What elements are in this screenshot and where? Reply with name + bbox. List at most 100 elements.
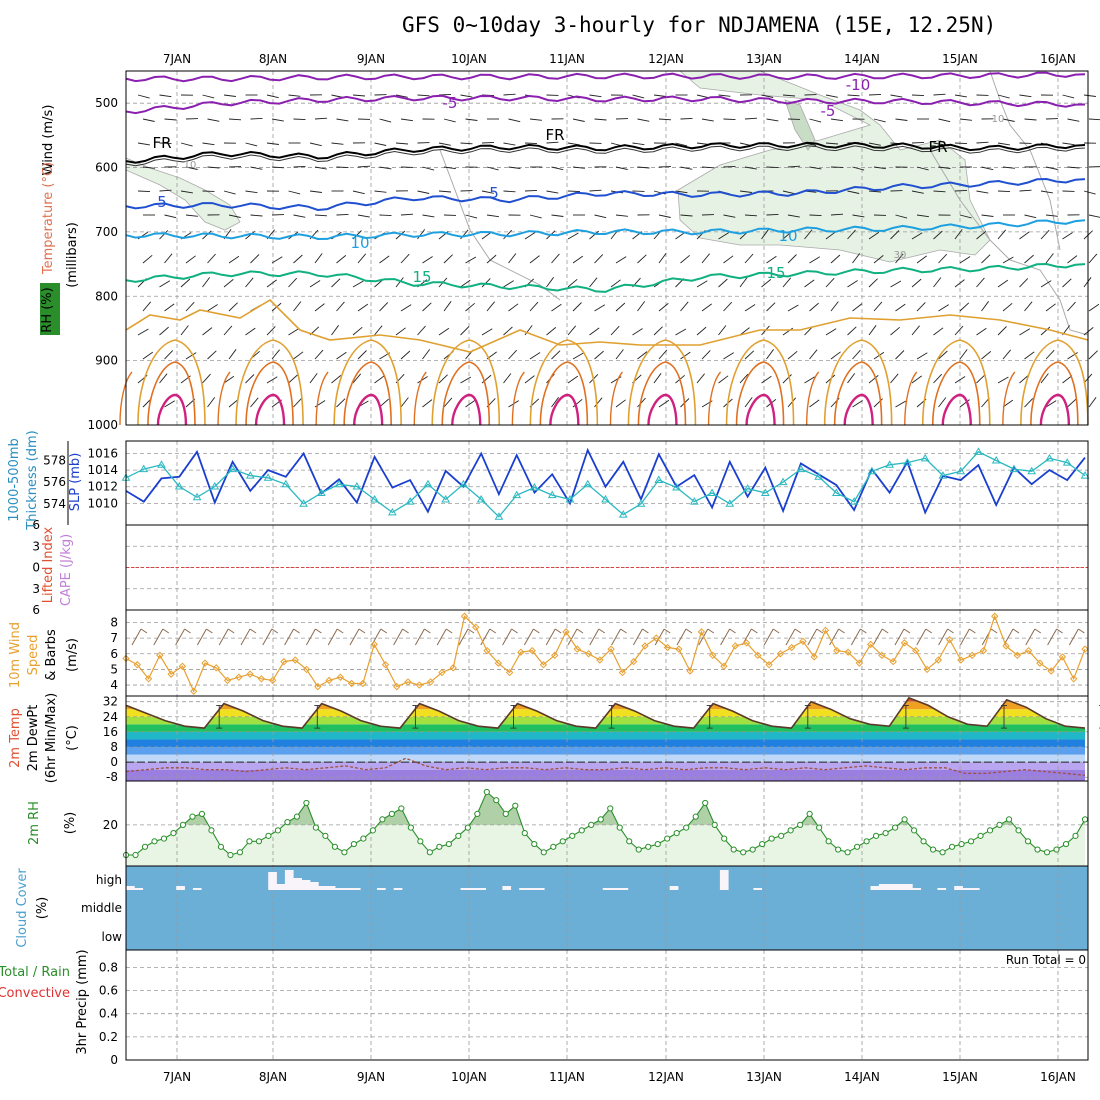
thickness-point: [352, 481, 362, 490]
surface-wind-barb: [293, 628, 300, 634]
wind-barb: [895, 400, 907, 408]
thickness-point: [725, 499, 735, 507]
wind-speed-point: [1047, 667, 1055, 675]
wind-barb: [1019, 231, 1030, 240]
wind-barb: [228, 118, 242, 121]
wind-barb: [1067, 301, 1076, 312]
isotherm-line: [125, 94, 1086, 115]
wind-barb: [567, 325, 577, 336]
wind-barb: [718, 375, 729, 384]
wind-barb: [529, 255, 540, 264]
wind-barb: [142, 351, 154, 360]
isotherm-loop: [235, 339, 304, 426]
li-tick-label: 6: [32, 603, 40, 617]
wind-barb: [314, 303, 325, 312]
rh2m-point: [521, 829, 528, 837]
wind-barb: [503, 142, 516, 146]
cloud-high-bar: [527, 888, 537, 890]
wind-barb: [997, 229, 1007, 240]
wind-barb: [546, 190, 559, 194]
surface-wind-barb: [511, 628, 518, 634]
thickness-point: [476, 494, 486, 503]
rh2m-point: [312, 824, 320, 831]
wind-barb: [250, 214, 263, 217]
rh2m-point: [407, 824, 414, 831]
wind-speed-point: [1002, 642, 1010, 650]
wind-barb: [890, 230, 900, 240]
isotherm-loop: [119, 371, 133, 426]
wind-speed-point: [404, 678, 412, 686]
thickness-point: [814, 472, 823, 480]
surface-wind-barb: [349, 628, 360, 646]
surface-wind-barb: [184, 628, 191, 634]
rh2m-point: [910, 827, 918, 834]
cloud-cover-label: Cloud Cover: [15, 868, 30, 948]
wind-barb: [933, 373, 943, 384]
wind-barb: [868, 325, 877, 336]
wind-speed-point: [460, 612, 469, 620]
wind-barb: [1019, 94, 1032, 98]
wind-barb: [438, 190, 452, 193]
wind-barb: [465, 302, 475, 312]
rh2m-point: [597, 816, 604, 823]
precip-axis-label: 3hr Precip (mm): [75, 949, 90, 1054]
surface-wind-barb: [271, 628, 279, 634]
date-label-top: 16JAN: [1040, 52, 1076, 66]
convective-label: Convective: [0, 986, 70, 1001]
wind-barb: [1019, 189, 1032, 192]
rh2m-point: [891, 824, 899, 831]
contour-label: 10: [778, 227, 797, 245]
wind-barb: [288, 374, 298, 384]
temp-tick-label: 16: [103, 725, 118, 739]
wind-speed-point: [934, 656, 943, 664]
rh2m-point: [1072, 832, 1079, 839]
surface-wind-barb: [903, 628, 911, 634]
wind-barb: [438, 142, 451, 146]
isotherm-line: [125, 298, 1089, 353]
wind-barb: [804, 279, 815, 288]
wind-barb: [185, 214, 198, 217]
isotherm-loop: [156, 393, 188, 426]
wind-speed-point: [370, 640, 378, 649]
pressure-tick-label: 500: [95, 96, 118, 110]
isotherm-loop: [843, 393, 874, 426]
isotherm-loop: [441, 361, 491, 426]
wind-barb: [379, 302, 389, 312]
thickness-point: [1080, 471, 1090, 479]
wind-barb: [400, 397, 409, 408]
wind-barb: [379, 255, 390, 264]
temp-band: [126, 701, 1085, 710]
wind-barb: [379, 118, 392, 123]
temperature-axis-label: Temperature (°C): [41, 162, 56, 275]
wind-barb: [357, 350, 367, 360]
thickness-point: [565, 494, 575, 503]
temp-band: [126, 716, 1085, 725]
wind-barb: [374, 142, 387, 146]
rh-shade: [677, 70, 991, 263]
rh2m-point: [835, 846, 842, 853]
wind-barb: [228, 255, 240, 264]
rh2m-point: [778, 832, 785, 839]
wind-speed-point: [641, 642, 649, 650]
wind-barb: [761, 94, 774, 98]
wind-axis-label: Wind (m/s): [41, 105, 56, 176]
wind-barb: [1024, 398, 1034, 408]
slp-series-line: [125, 447, 1086, 515]
wind-barb: [293, 118, 306, 121]
rh2m-point: [502, 810, 509, 818]
wind-speed-point: [754, 651, 762, 660]
surface-wind-barb: [1034, 628, 1042, 634]
thickness-point: [938, 471, 948, 479]
isotherm-line: [125, 262, 1086, 293]
wind-barb: [761, 279, 772, 288]
thickness-point: [494, 512, 504, 520]
date-label-top: 15JAN: [942, 52, 978, 66]
cloud-high-bar: [970, 888, 980, 890]
thickness-point: [689, 497, 699, 505]
cloud-high-bar: [502, 886, 512, 890]
isotherm-loop: [833, 361, 883, 426]
cape-label: CAPE (J/kg): [59, 534, 74, 606]
slp-axis-label: SLP (mb): [68, 453, 83, 512]
wind-barb: [417, 229, 426, 240]
wind-barb: [481, 328, 493, 336]
